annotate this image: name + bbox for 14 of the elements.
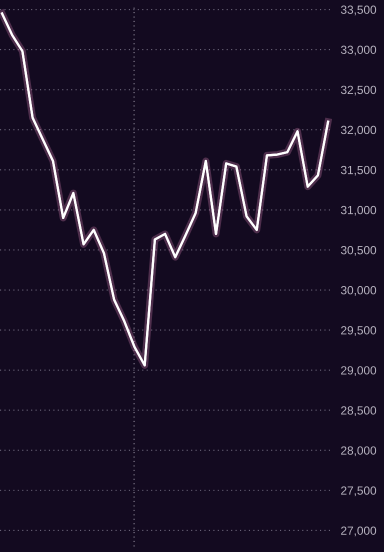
- y-tick-label: 28,500: [341, 406, 376, 416]
- y-tick-label: 30,500: [340, 246, 376, 256]
- y-tick-label: 33,000: [340, 46, 376, 56]
- y-tick-label: 29,000: [341, 366, 376, 376]
- y-tick-label: 33,500: [340, 6, 376, 16]
- y-tick-label: 31,500: [340, 166, 376, 176]
- y-tick-label: 29,500: [341, 326, 376, 336]
- y-tick-label: 32,500: [340, 86, 376, 96]
- y-tick-label: 32,000: [340, 126, 376, 136]
- y-tick-label: 28,000: [341, 446, 376, 456]
- y-tick-label: 27,500: [341, 486, 376, 496]
- y-tick-label: 31,000: [340, 206, 376, 216]
- y-tick-label: 30,000: [340, 286, 376, 296]
- y-tick-label: 27,000: [341, 526, 376, 536]
